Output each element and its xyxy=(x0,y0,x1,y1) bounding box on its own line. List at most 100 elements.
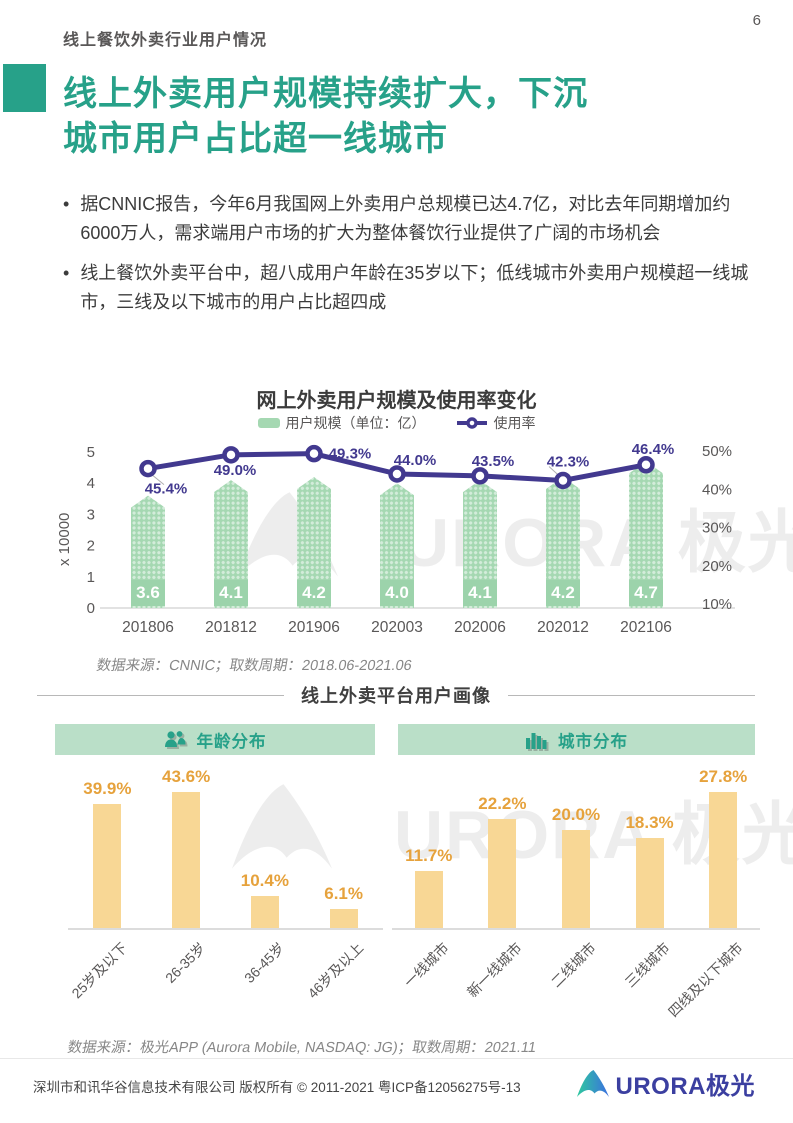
copyright-text: 深圳市和讯华谷信息技术有限公司 版权所有 © 2011-2021 粤ICP备12… xyxy=(33,1080,521,1095)
line-series: 45.4% 49.0% 49.3% 44.0% 43.5% 42.3% 46.4% xyxy=(139,441,674,498)
tick-column: 新一线城市 xyxy=(464,930,540,1025)
svg-text:3: 3 xyxy=(87,506,95,523)
bar xyxy=(414,870,443,928)
category-label: 三线城市 xyxy=(621,939,673,991)
category-label: 36-45岁 xyxy=(241,939,288,986)
svg-text:45.4%: 45.4% xyxy=(145,481,188,498)
bar-legend-swatch-icon xyxy=(257,418,280,428)
bar xyxy=(250,895,279,928)
svg-text:30%: 30% xyxy=(702,520,732,537)
svg-text:5: 5 xyxy=(87,444,95,461)
aurora-logo: URORA极光 xyxy=(575,1066,756,1101)
section-eyebrow: 线上餐饮外卖行业用户情况 xyxy=(63,32,268,49)
bar-value-label: 22.2% xyxy=(478,794,527,814)
x-axis-line xyxy=(392,928,760,930)
bar-chart-icon xyxy=(526,732,547,749)
list-item: • 线上餐饮外卖平台中，超八成用户年龄在35岁以下；低线城市外卖用户规模超一线城市… xyxy=(63,259,763,317)
user-scale-usage-chart: 0 1 2 3 4 5 x 10000 10% 20% 30% 40% 50% 201806 201812… xyxy=(56,441,735,636)
category-label: 二线城市 xyxy=(547,939,599,991)
bar-column: 27.8% xyxy=(686,767,760,928)
bar-column: 18.3% xyxy=(613,813,687,928)
list-item: • 据CNNIC报告，今年6月我国网上外卖用户总规模已达4.7亿，对比去年同期增加… xyxy=(63,190,763,248)
bar-value-label: 20.0% xyxy=(551,805,601,824)
svg-text:10%: 10% xyxy=(702,596,732,613)
chart-source-note: 数据来源：CNNIC；取数周期：2018.06-2021.06 xyxy=(95,658,414,674)
category-label: 26-35岁 xyxy=(162,939,209,986)
panel-header-city: 城市分布 xyxy=(398,724,755,755)
footer-divider xyxy=(0,1058,793,1059)
bar-value-label: 27.8% xyxy=(699,766,748,786)
key-findings-list: • 据CNNIC报告，今年6月我国网上外卖用户总规模已达4.7亿，对比去年同期增加… xyxy=(63,190,763,328)
age-distribution-chart: 39.9% 43.6% 10.4% 6.1% 25岁及以下 26-35岁 36-45岁 46… xyxy=(58,766,383,1025)
svg-text:1: 1 xyxy=(87,569,95,586)
page-number: 6 xyxy=(752,12,761,29)
category-label: 新一线城市 xyxy=(464,939,526,1001)
tick-column: 一线城市 xyxy=(392,930,466,1025)
svg-text:2: 2 xyxy=(87,538,95,555)
line-legend-marker-icon xyxy=(456,417,487,429)
aurora-logo-icon xyxy=(576,1069,609,1097)
x-axis-labels: 25岁及以下 26-35岁 36-45岁 46岁及以上 xyxy=(68,930,383,1025)
bars-area: 11.7% 22.2% 20.0% 18.3% 27.8% xyxy=(392,766,760,928)
bar-value-label: 10.4% xyxy=(240,870,289,890)
people-icon xyxy=(164,730,185,747)
svg-text:20%: 20% xyxy=(702,558,732,575)
x-axis-line xyxy=(68,928,383,930)
svg-text:49.3%: 49.3% xyxy=(329,446,372,463)
svg-text:201812: 201812 xyxy=(205,619,257,636)
svg-text:49.0%: 49.0% xyxy=(214,462,257,479)
section-subtitle: 线上外卖平台用户画像 xyxy=(301,686,491,706)
bar-column: 39.9% xyxy=(68,779,147,928)
bar xyxy=(93,803,122,928)
tick-column: 25岁及以下 xyxy=(68,930,147,1025)
page-title-line2: 城市用户占比超一线城市 xyxy=(63,120,448,158)
bullet-dot: • xyxy=(63,194,70,214)
category-label: 46岁及以上 xyxy=(304,939,367,1002)
panel-title: 年龄分布 xyxy=(196,732,267,751)
svg-text:43.5%: 43.5% xyxy=(472,453,515,470)
svg-text:4.2: 4.2 xyxy=(302,583,326,602)
bar xyxy=(561,830,590,928)
bar xyxy=(635,838,664,928)
bars-area: 39.9% 43.6% 10.4% 6.1% xyxy=(68,766,383,928)
tick-column: 36-45岁 xyxy=(226,930,305,1025)
bar xyxy=(709,791,738,928)
divider-line xyxy=(508,694,755,696)
svg-text:4.1: 4.1 xyxy=(219,583,243,602)
tick-column: 二线城市 xyxy=(539,930,613,1025)
svg-text:4: 4 xyxy=(87,475,95,492)
bar xyxy=(329,908,358,928)
city-distribution-chart: 11.7% 22.2% 20.0% 18.3% 27.8% 一线城市 新一线城市 二线城市三… xyxy=(392,766,760,1025)
category-label: 一线城市 xyxy=(400,939,452,991)
tick-column: 四线及以下城市 xyxy=(665,930,760,1025)
svg-text:x 10000: x 10000 xyxy=(56,513,73,566)
panel-header-age: 年龄分布 xyxy=(55,724,375,755)
axes: 0 1 2 3 4 5 x 10000 10% 20% 30% 40% 50% 201806 201812… xyxy=(56,443,735,636)
bar-column: 11.7% xyxy=(392,846,466,928)
chart-legend: 用户规模（单位：亿） 使用率 xyxy=(0,413,793,433)
bar-series: 3.6 4.1 4.2 4.0 4.1 4.2 4.7 xyxy=(131,461,663,608)
bar-column: 22.2% xyxy=(466,794,540,928)
bar xyxy=(488,819,517,928)
panel-title: 城市分布 xyxy=(558,732,628,751)
svg-text:50%: 50% xyxy=(702,443,732,460)
svg-text:4.2: 4.2 xyxy=(551,583,575,602)
tick-column: 26-35岁 xyxy=(147,930,226,1025)
legend-item-line: 使用率 xyxy=(456,413,536,433)
bar xyxy=(172,791,201,928)
svg-text:3.6: 3.6 xyxy=(136,583,160,602)
page-title-line1: 线上外卖用户规模持续扩大，下沉 xyxy=(63,75,588,113)
x-axis-labels: 一线城市 新一线城市 二线城市 三线城市 四线及以下城市 xyxy=(392,930,760,1025)
svg-text:0: 0 xyxy=(87,600,95,617)
legend-label: 用户规模（单位：亿） xyxy=(285,415,426,431)
svg-text:4.1: 4.1 xyxy=(468,583,492,602)
chart-source-note: 数据来源：极光APP (Aurora Mobile, NASDAQ: JG)；取… xyxy=(66,1040,538,1056)
tick-column: 46岁及以上 xyxy=(304,930,383,1025)
svg-text:202006: 202006 xyxy=(454,619,506,636)
accent-square xyxy=(3,64,46,112)
svg-text:202106: 202106 xyxy=(620,619,672,636)
svg-text:4.0: 4.0 xyxy=(385,583,409,602)
bar-column: 6.1% xyxy=(304,884,383,928)
bar-value-label: 6.1% xyxy=(324,883,363,903)
